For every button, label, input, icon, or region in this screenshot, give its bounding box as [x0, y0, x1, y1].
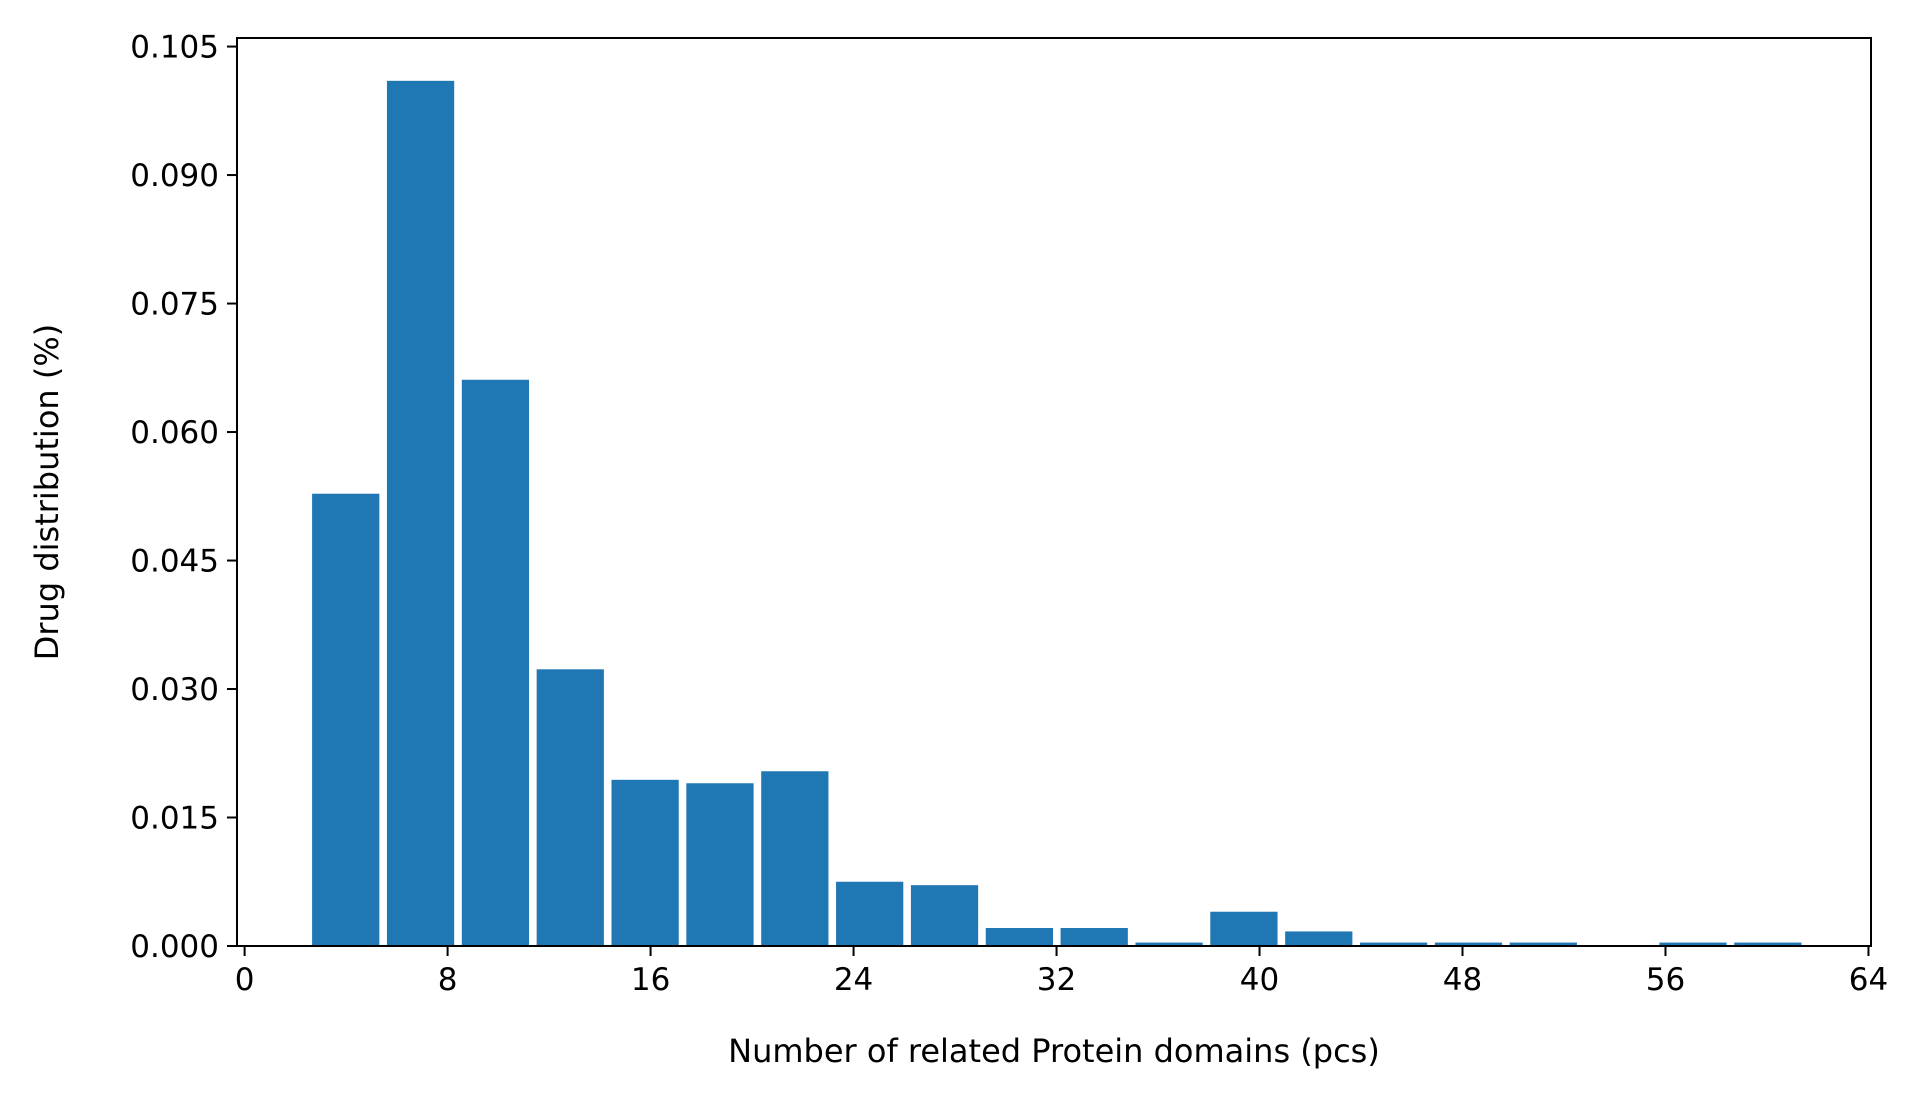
histogram-bar-9 [910, 885, 979, 946]
y-tick-label: 0.000 [130, 929, 219, 965]
histogram-bar-8 [836, 881, 904, 946]
histogram-bar-14 [1285, 931, 1353, 946]
histogram-bar-2 [386, 80, 455, 946]
x-tick-label: 48 [1443, 962, 1482, 998]
y-tick-label: 0.090 [130, 158, 219, 194]
histogram-bar-17 [1509, 942, 1577, 946]
histogram-bar-3 [461, 379, 530, 946]
x-tick-label: 16 [631, 962, 670, 998]
x-axis-ticks: 0 8 16 24 32 40 48 56 64 [235, 946, 1888, 998]
x-tick-label: 8 [438, 962, 458, 998]
histogram-bar-11 [1060, 928, 1128, 946]
histogram-bar-16 [1434, 942, 1503, 946]
histogram-bar-1 [312, 493, 380, 946]
y-tick-label: 0.075 [130, 287, 219, 323]
y-axis-label: Drug distribution (%) [28, 324, 66, 660]
y-tick-label: 0.045 [130, 544, 219, 580]
histogram-bar-6 [686, 783, 754, 946]
bars-layer [312, 80, 1802, 946]
histogram-bar-15 [1359, 942, 1428, 946]
x-tick-label: 0 [235, 962, 255, 998]
histogram-bar-5 [611, 779, 679, 946]
y-axis-ticks: 0.000 0.015 0.030 0.045 0.060 0.075 0.090 0.105 [130, 30, 237, 965]
histogram-bar-20 [1734, 942, 1802, 946]
x-tick-label: 56 [1646, 962, 1685, 998]
x-tick-label: 40 [1240, 962, 1279, 998]
y-tick-label: 0.060 [130, 415, 219, 451]
histogram-bar-13 [1210, 911, 1278, 946]
histogram-bar-19 [1659, 942, 1727, 946]
x-tick-label: 32 [1037, 962, 1076, 998]
histogram-bar-12 [1135, 942, 1203, 946]
x-tick-label: 64 [1849, 962, 1888, 998]
histogram-bar-10 [985, 928, 1053, 946]
y-tick-label: 0.030 [130, 672, 219, 708]
x-tick-label: 24 [834, 962, 873, 998]
plot-frame [236, 37, 1872, 947]
x-axis-label: Number of related Protein domains (pcs) [728, 1032, 1380, 1070]
y-tick-label: 0.015 [130, 801, 219, 837]
histogram-bar-7 [761, 771, 829, 946]
histogram-bar-4 [536, 669, 604, 946]
y-tick-label: 0.105 [130, 30, 219, 66]
